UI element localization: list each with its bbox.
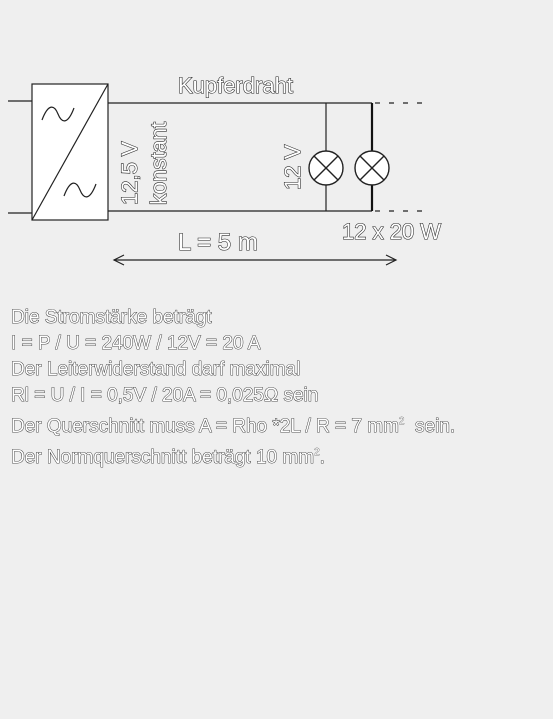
supply-mode-label: konstant [146,122,171,205]
norm-cross-section-text: Der Normquerschnitt beträgt 10 mm [11,447,315,469]
length-label: L = 5 m [178,229,258,256]
ac-wave-icon [41,106,75,122]
circuit-diagram: Kupferdraht 12,5 V konstant 12 V 12 x 20… [8,72,442,266]
calc-line-cross-section: Der Querschnitt muss A = Rho *2L / R = 7… [11,409,456,440]
calc-line-current-formula: I = P / U = 240W / 12V = 20 A [11,333,261,355]
cross-section-suffix: sein. [404,416,456,438]
calc-line-resistance-formula: Rl = U / I = 0,5V / 20A = 0,025Ω sein [11,385,319,407]
calc-line-current-intro: Die Stromstärke beträgt [11,307,212,329]
supply-voltage-label: 12,5 V [117,141,142,205]
wire-label: Kupferdraht [178,73,293,98]
calc-line-resistance-intro: Der Leiterwiderstand darf maximal [11,359,301,381]
power-supply-symbol [8,83,109,221]
converter-diagonal [31,83,109,221]
ac-wave-icon-2 [63,182,97,198]
lamps-label: 12 x 20 W [342,219,441,244]
cross-section-text: Der Querschnitt muss A = Rho *2L / R = 7… [11,416,400,438]
calculation-text: Die Stromstärke beträgt I = P / U = 240W… [11,305,456,471]
calc-line-norm-cross-section: Der Normquerschnitt beträgt 10 mm2. [11,440,455,471]
norm-cross-section-suffix: . [319,447,325,469]
lamp-voltage-label: 12 V [280,144,305,190]
lamp-1-cross-b [313,155,339,181]
length-dimension-arrow [112,254,398,266]
norm-cross-section-exponent: 2 [314,447,320,459]
cross-section-exponent: 2 [398,416,405,428]
lamp-2-cross-b [359,155,385,181]
